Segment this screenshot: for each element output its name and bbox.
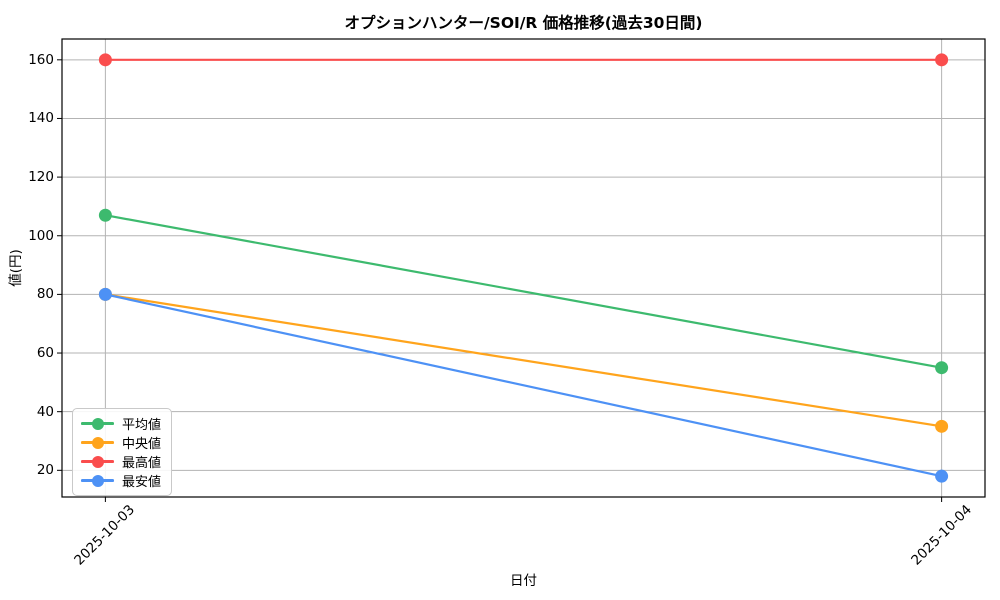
- legend-item-mean: 平均値: [81, 414, 161, 433]
- plot-border: [61, 38, 986, 498]
- legend-marker-max: [81, 455, 114, 469]
- legend-item-max: 最高値: [81, 452, 161, 471]
- y-tick-label: 100: [28, 227, 54, 244]
- series-line-min: [104, 293, 943, 478]
- legend: 平均値中央値最高値最安値: [72, 408, 173, 496]
- legend-item-min: 最安値: [81, 471, 161, 490]
- chart-title: オプションハンター/SOI/R 価格推移(過去30日間): [344, 14, 703, 32]
- legend-label: 最安値: [122, 475, 162, 490]
- legend-label: 最高値: [122, 456, 162, 471]
- legend-dot-sample: [91, 436, 104, 449]
- legend-marker-median: [81, 436, 114, 450]
- legend-label: 中央値: [122, 437, 162, 452]
- legend-label: 平均値: [122, 418, 162, 433]
- y-tick-label: 20: [36, 462, 54, 479]
- y-tick-label: 60: [36, 345, 54, 362]
- data-point-mean: [935, 361, 949, 375]
- data-point-max: [98, 53, 112, 67]
- legend-dot-sample: [91, 417, 104, 430]
- x-axis-label: 日付: [510, 573, 537, 589]
- data-point-min: [935, 469, 949, 483]
- legend-dot-sample: [91, 455, 104, 468]
- series-line-median: [104, 293, 943, 428]
- y-tick-label: 120: [28, 169, 54, 186]
- y-tick-label: 140: [28, 110, 54, 127]
- y-tick-label: 80: [36, 286, 54, 303]
- legend-item-median: 中央値: [81, 433, 161, 452]
- data-point-mean: [98, 208, 112, 222]
- y-tick-label: 40: [36, 403, 54, 420]
- legend-dot-sample: [91, 474, 104, 487]
- data-point-max: [935, 53, 949, 67]
- data-point-median: [935, 419, 949, 433]
- y-tick-label: 160: [28, 51, 54, 68]
- legend-marker-mean: [81, 417, 114, 431]
- series-line-mean: [104, 214, 943, 369]
- data-point-min: [98, 287, 112, 301]
- legend-marker-min: [81, 474, 114, 488]
